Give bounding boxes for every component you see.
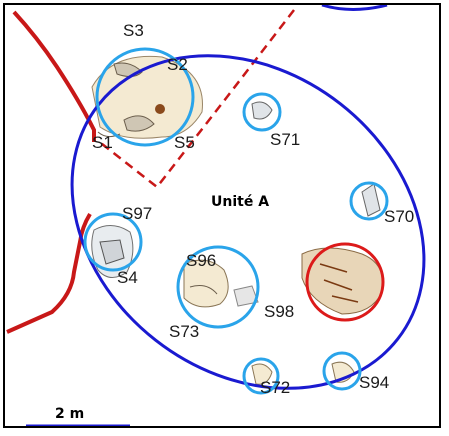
highlight-circle-red (305, 242, 385, 322)
feature-circle-s3 (95, 47, 195, 147)
label-s1: S1 (92, 133, 113, 152)
dashed-boundary-line (96, 9, 295, 189)
label-s96: S96 (186, 251, 216, 270)
scale-label: 2 m (55, 406, 84, 422)
label-s2: S2 (167, 55, 188, 74)
label-s71: S71 (270, 130, 300, 149)
label-s73: S73 (169, 322, 199, 341)
label-s97: S97 (122, 204, 152, 223)
feature-circle-s94 (322, 351, 362, 391)
label-s98: S98 (264, 302, 294, 321)
feature-circle-s96 (176, 245, 260, 329)
artifact-s96-s98 (183, 259, 259, 308)
label-s70: S70 (384, 207, 414, 226)
boundary-line-red (12, 10, 96, 142)
site-plan-map: S3 S2 S1 S5 S71 S70 S97 S4 S96 S98 S73 S… (6, 5, 426, 426)
unit-label: Unité A (211, 194, 269, 210)
label-s94: S94 (359, 373, 389, 392)
feature-circle-s71 (242, 92, 282, 132)
map-frame: S3 S2 S1 S5 S71 S70 S97 S4 S96 S98 S73 S… (3, 3, 441, 428)
partial-ellipse-top (321, 5, 388, 11)
feature-circle-s97 (83, 212, 143, 272)
label-s4: S4 (117, 268, 138, 287)
feature-circle-s70 (349, 181, 389, 221)
label-s3: S3 (123, 21, 144, 40)
feature-circle-s72 (242, 357, 280, 395)
artifact-s4 (91, 225, 134, 278)
boundary-line-red-lower (6, 212, 92, 334)
label-s72: S72 (260, 378, 290, 397)
label-s5: S5 (174, 133, 195, 152)
